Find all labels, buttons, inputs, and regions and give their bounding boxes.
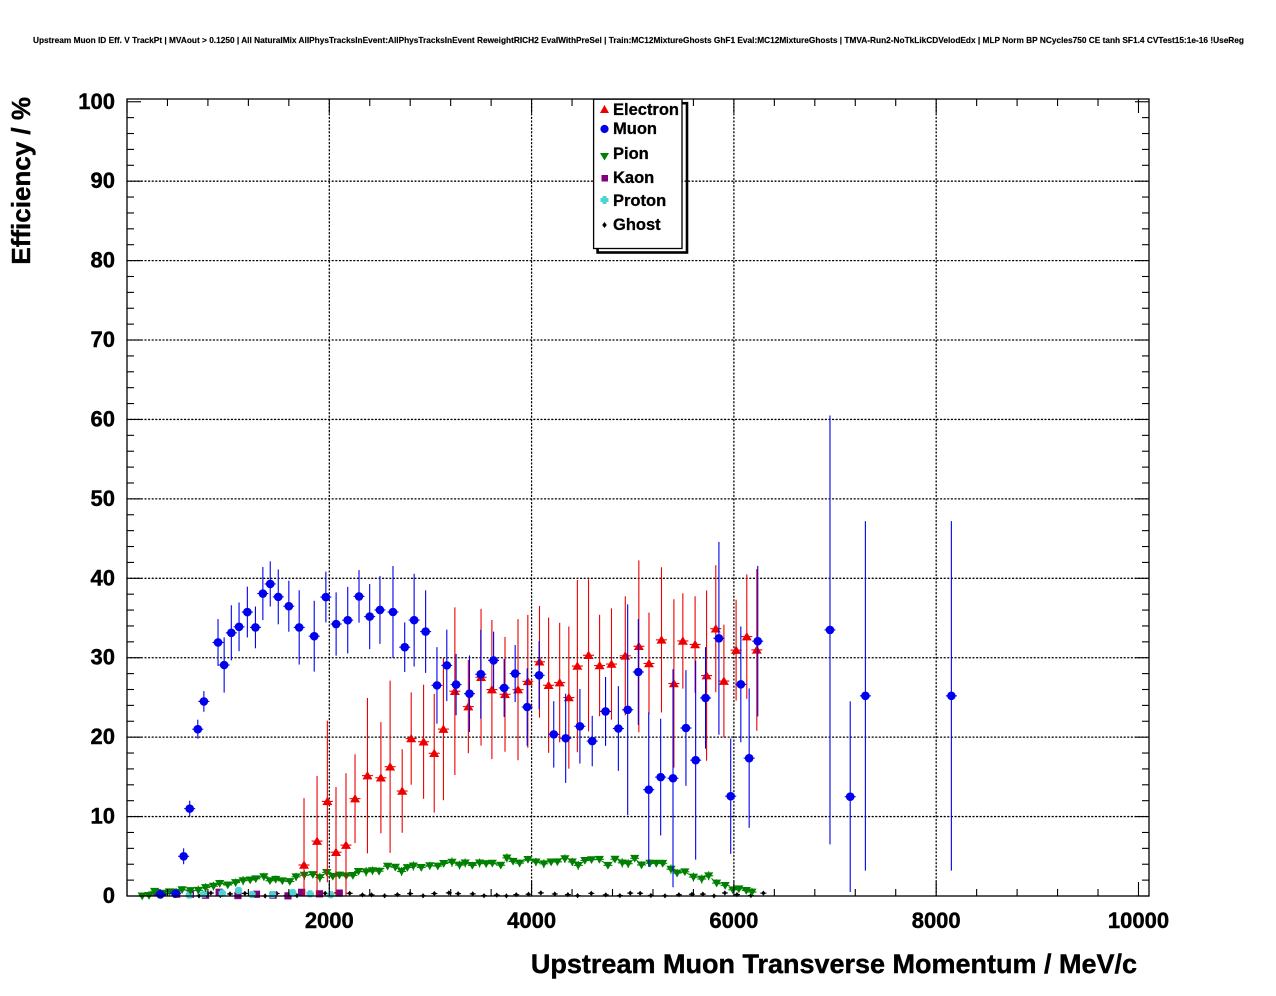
svg-text:6000: 6000 xyxy=(709,908,758,933)
svg-text:Electron: Electron xyxy=(613,101,679,119)
svg-text:Upstream Muon ID Eff. V TrackP: Upstream Muon ID Eff. V TrackPt | MVAout… xyxy=(33,35,1244,45)
svg-text:80: 80 xyxy=(91,248,115,273)
svg-text:Kaon: Kaon xyxy=(613,169,654,187)
svg-text:Ghost: Ghost xyxy=(613,216,661,234)
svg-text:0: 0 xyxy=(103,883,115,908)
svg-text:40: 40 xyxy=(91,565,115,590)
svg-text:Pion: Pion xyxy=(613,145,649,163)
svg-text:2000: 2000 xyxy=(305,908,354,933)
svg-text:20: 20 xyxy=(91,724,115,749)
svg-text:Muon: Muon xyxy=(613,120,657,138)
svg-text:70: 70 xyxy=(91,327,115,352)
svg-text:30: 30 xyxy=(91,645,115,670)
svg-text:90: 90 xyxy=(91,168,115,193)
svg-text:8000: 8000 xyxy=(912,908,961,933)
svg-text:10: 10 xyxy=(91,804,115,829)
svg-text:Efficiency / %: Efficiency / % xyxy=(6,97,36,265)
svg-text:60: 60 xyxy=(91,406,115,431)
svg-text:50: 50 xyxy=(91,486,115,511)
svg-text:10000: 10000 xyxy=(1108,908,1169,933)
svg-text:Proton: Proton xyxy=(613,192,666,210)
svg-text:100: 100 xyxy=(78,89,115,114)
svg-text:Upstream Muon Transverse Momen: Upstream Muon Transverse Momentum / MeV/… xyxy=(531,949,1137,979)
svg-text:4000: 4000 xyxy=(507,908,556,933)
